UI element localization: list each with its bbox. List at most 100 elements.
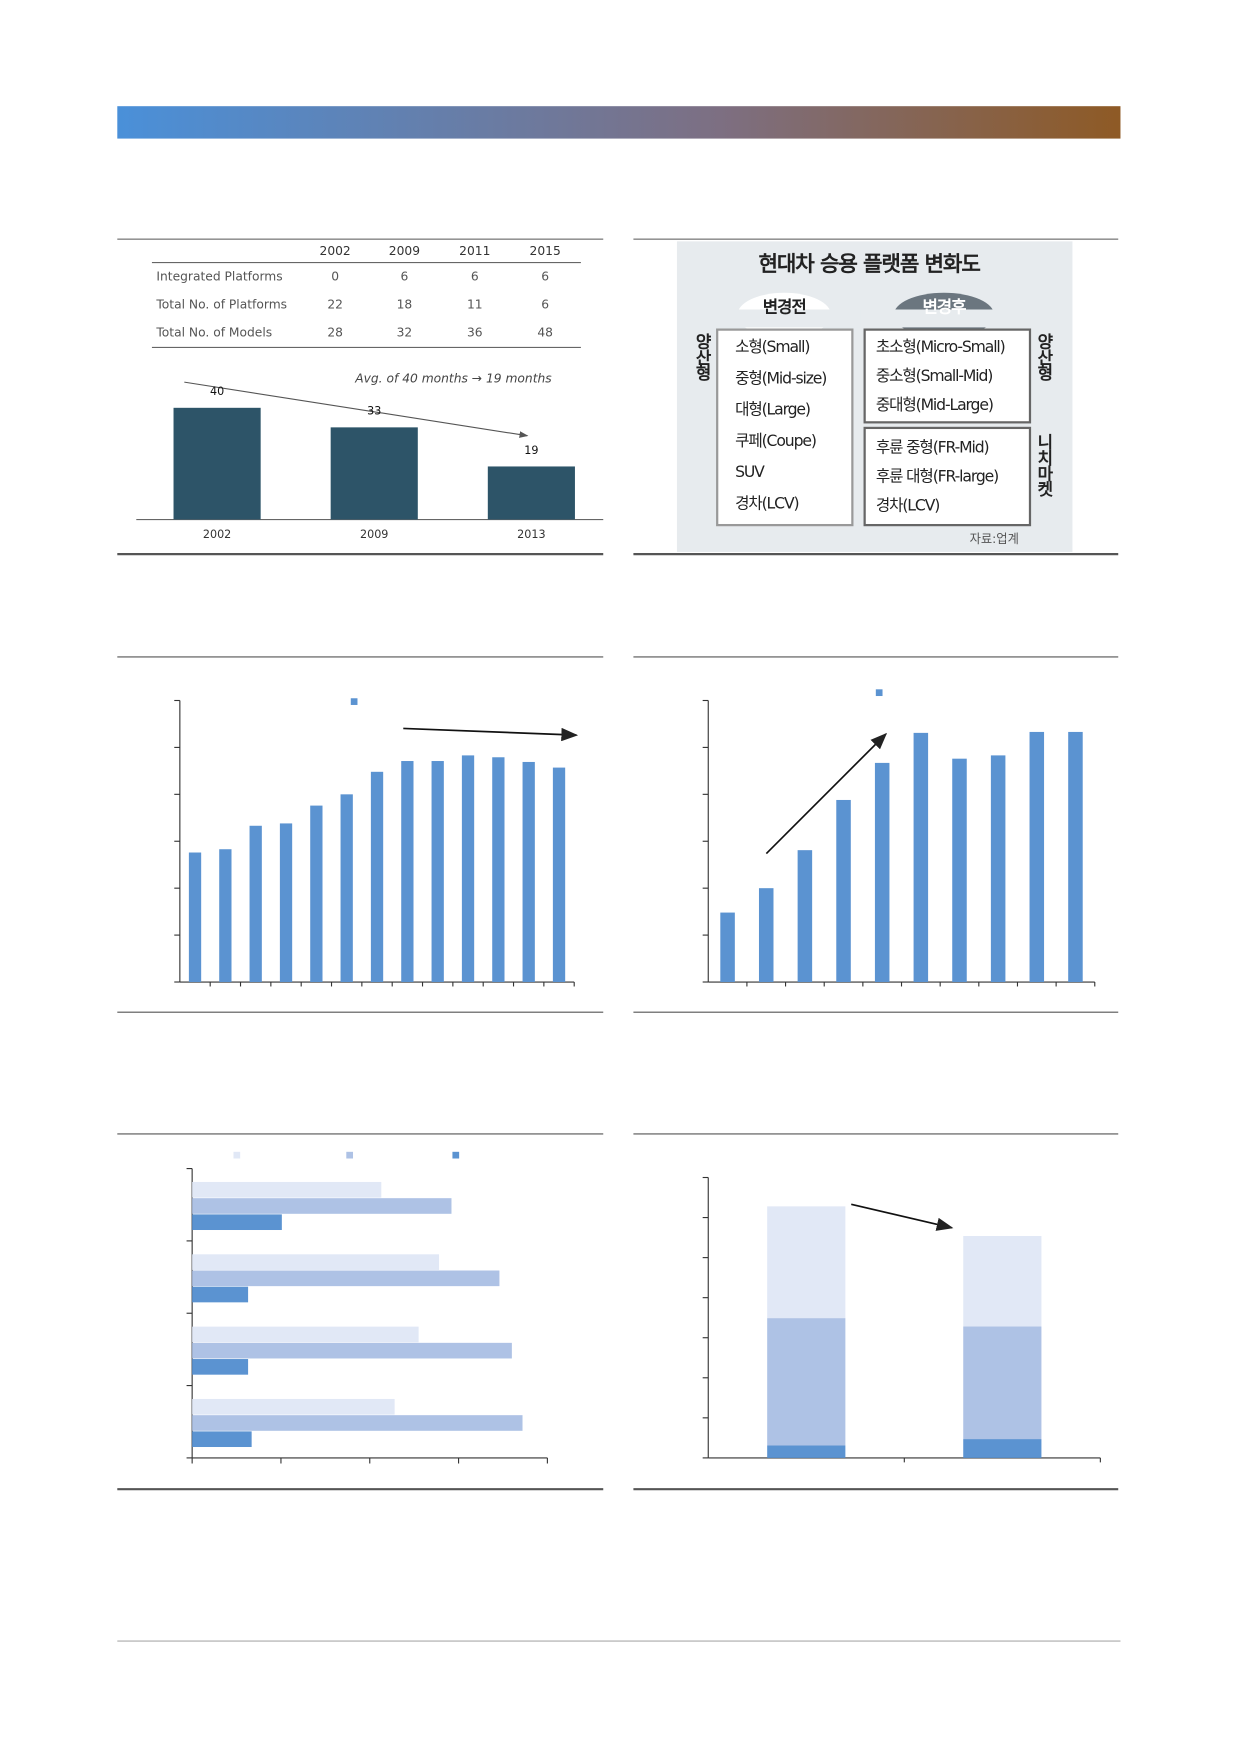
column-header: 2011 xyxy=(459,244,490,258)
bar-segment xyxy=(767,1445,846,1458)
bar xyxy=(552,767,566,983)
bar xyxy=(720,912,735,983)
bar xyxy=(758,888,774,983)
diagram-title: 현대차 승용 플랫폼 변화도 xyxy=(758,252,980,277)
x-tick-label: 2013 xyxy=(517,528,545,541)
bar xyxy=(192,1198,452,1214)
item: 경차(LCV) xyxy=(735,493,798,512)
bar xyxy=(990,755,1006,983)
bar xyxy=(192,1342,512,1359)
trend-arrow xyxy=(184,381,529,438)
tab-label: 변경후 xyxy=(923,296,967,316)
bar xyxy=(487,466,575,520)
legend-marker xyxy=(350,698,358,705)
bar xyxy=(330,427,418,520)
bar xyxy=(192,1286,249,1303)
item: 중대형(Mid-Large) xyxy=(876,395,993,414)
x-tick-label: 2002 xyxy=(203,528,231,541)
box xyxy=(716,328,854,527)
cell: 6 xyxy=(400,270,408,284)
item: 대형(Large) xyxy=(735,400,810,419)
cell: 6 xyxy=(541,270,549,284)
diagram: 현대차 승용 플랫폼 변화도 변경전 변경후 양산형 양산형 니치마켓 자료:업… xyxy=(676,241,1073,552)
bar-segment xyxy=(963,1235,1042,1327)
bar xyxy=(192,1359,249,1375)
annotation: Avg. of 40 months → 19 months xyxy=(354,371,552,385)
vertical-label: 니치마켓 xyxy=(1034,433,1054,498)
data-label: 19 xyxy=(524,444,538,457)
cell: 18 xyxy=(397,298,413,312)
bar xyxy=(192,1181,382,1198)
bar xyxy=(249,825,262,983)
bar xyxy=(836,799,851,983)
cell: 28 xyxy=(327,325,343,339)
cell: 6 xyxy=(471,270,479,284)
column-header: 2009 xyxy=(389,244,420,258)
bar xyxy=(192,1398,395,1415)
cell: 0 xyxy=(331,270,339,284)
bar xyxy=(952,758,967,983)
bar xyxy=(192,1254,440,1270)
bar xyxy=(461,755,475,983)
table xyxy=(151,262,581,349)
tab-mask xyxy=(871,309,1017,328)
bar-segment xyxy=(963,1326,1042,1440)
bar-segment xyxy=(767,1206,846,1319)
cell: 22 xyxy=(327,298,343,312)
data-label: 40 xyxy=(210,385,224,398)
bar xyxy=(279,823,293,983)
item: 중형(Mid-size) xyxy=(735,368,826,387)
bar xyxy=(913,732,929,983)
column-header: 2002 xyxy=(320,244,351,258)
bar xyxy=(492,757,505,983)
row-label: Total No. of Platforms xyxy=(155,298,287,312)
x-tick-label: 2009 xyxy=(360,528,388,541)
column-header: 2015 xyxy=(530,244,561,258)
item: SUV xyxy=(735,462,765,481)
bar xyxy=(340,794,353,983)
bar-segment xyxy=(963,1439,1042,1458)
panel-rules xyxy=(117,238,1121,1642)
row-label: Total No. of Models xyxy=(155,325,272,339)
item: 후륜 대형(FR-large) xyxy=(876,467,998,486)
item: 중소형(Small-Mid) xyxy=(876,366,992,385)
bar xyxy=(874,762,890,983)
cell: 32 xyxy=(397,325,413,339)
bar xyxy=(192,1431,252,1448)
item: 소형(Small) xyxy=(735,337,809,356)
bar xyxy=(522,761,535,983)
bar xyxy=(192,1415,523,1431)
item: 쿠페(Coupe) xyxy=(735,431,816,450)
vertical-label: 양산형 xyxy=(693,333,713,382)
item: 경차(LCV) xyxy=(876,496,939,515)
source: 자료:업계 xyxy=(970,532,1019,546)
bar xyxy=(219,849,232,983)
item: 후륜 중형(FR-Mid) xyxy=(876,438,989,457)
legend-marker xyxy=(875,689,883,697)
bar xyxy=(431,761,444,983)
header-bar xyxy=(117,106,1121,139)
bar xyxy=(1068,731,1083,983)
cell: 48 xyxy=(537,325,553,339)
bar xyxy=(401,761,414,983)
bar xyxy=(192,1214,282,1231)
cell: 6 xyxy=(541,298,549,312)
cell: 36 xyxy=(467,325,483,339)
bar xyxy=(310,805,323,983)
data-label: 33 xyxy=(367,405,381,418)
trend-arrow xyxy=(765,732,888,855)
bar xyxy=(370,771,384,983)
bar xyxy=(797,850,813,983)
bar xyxy=(192,1326,419,1343)
vertical-label: 양산형 xyxy=(1034,333,1054,382)
bar-segment xyxy=(767,1318,846,1446)
cell: 11 xyxy=(467,298,483,312)
legend-marker xyxy=(346,1151,354,1159)
row-label: Integrated Platforms xyxy=(156,270,282,284)
tab-mask xyxy=(714,309,861,328)
trend-arrow xyxy=(851,1203,954,1231)
bar xyxy=(173,407,261,520)
tab-label: 변경전 xyxy=(763,296,807,316)
bar xyxy=(188,852,202,983)
